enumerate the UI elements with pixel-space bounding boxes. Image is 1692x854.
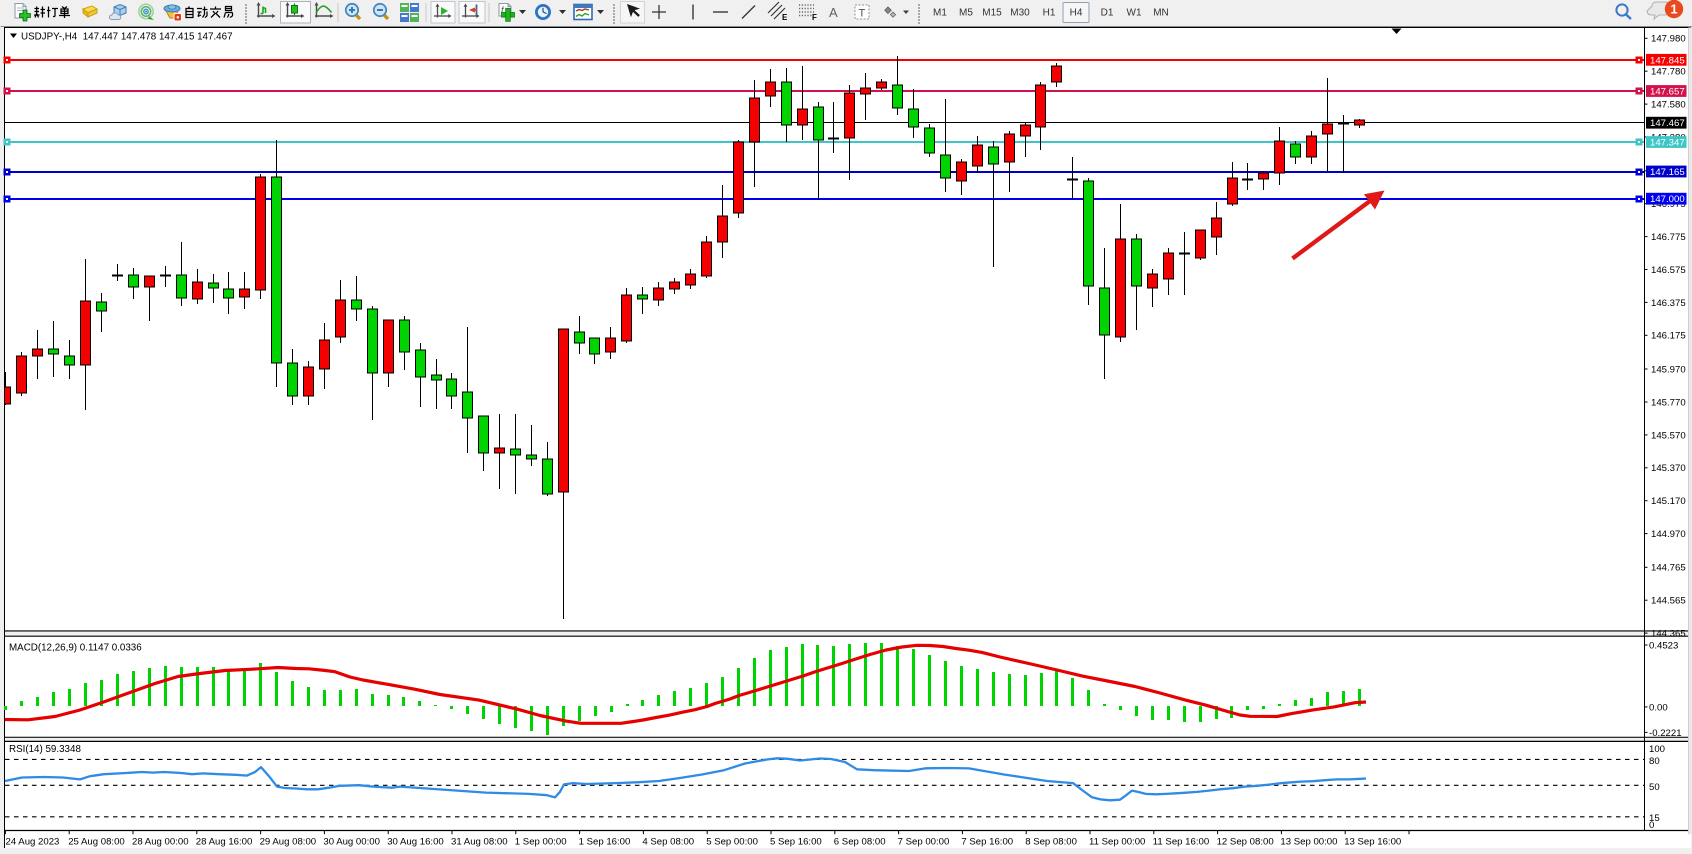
- svg-text:E: E: [782, 13, 788, 22]
- svg-text:13 Sep 16:00: 13 Sep 16:00: [1344, 837, 1401, 848]
- svg-text:6 Sep 08:00: 6 Sep 08:00: [834, 837, 886, 848]
- svg-text:145.570: 145.570: [1651, 430, 1686, 441]
- svg-text:144.765: 144.765: [1651, 563, 1686, 574]
- svg-text:30 Aug 16:00: 30 Aug 16:00: [387, 837, 444, 848]
- svg-text:USDJPY-,H4 147.447 147.478 14: USDJPY-,H4 147.447 147.478 147.415 147.4…: [21, 32, 233, 43]
- svg-text:147.845: 147.845: [1650, 55, 1685, 66]
- svg-text:147.657: 147.657: [1650, 87, 1685, 98]
- svg-text:M5: M5: [959, 8, 973, 19]
- svg-text:7 Sep 00:00: 7 Sep 00:00: [898, 837, 950, 848]
- svg-text:146.375: 146.375: [1651, 298, 1686, 309]
- svg-text:146.775: 146.775: [1651, 232, 1686, 243]
- svg-text:MN: MN: [1153, 8, 1169, 19]
- svg-text:15: 15: [1649, 813, 1660, 824]
- svg-text:31 Aug 08:00: 31 Aug 08:00: [451, 837, 508, 848]
- svg-text:0: 0: [1649, 820, 1654, 831]
- svg-text:145.170: 145.170: [1651, 496, 1686, 507]
- svg-text:147.580: 147.580: [1651, 100, 1686, 111]
- svg-text:4 Sep 08:00: 4 Sep 08:00: [642, 837, 694, 848]
- svg-text:29 Aug 08:00: 29 Aug 08:00: [260, 837, 317, 848]
- svg-text:147.347: 147.347: [1650, 138, 1685, 149]
- svg-text:145.370: 145.370: [1651, 463, 1686, 474]
- svg-text:100: 100: [1649, 744, 1665, 755]
- svg-text:145.970: 145.970: [1651, 364, 1686, 375]
- svg-text:5 Sep 16:00: 5 Sep 16:00: [770, 837, 822, 848]
- svg-text:1: 1: [1670, 2, 1677, 17]
- svg-text:144.365: 144.365: [1651, 629, 1686, 640]
- svg-text:147.467: 147.467: [1650, 118, 1685, 129]
- svg-text:144.970: 144.970: [1651, 529, 1686, 540]
- svg-text:11 Sep 00:00: 11 Sep 00:00: [1089, 837, 1145, 848]
- svg-text:T: T: [859, 8, 866, 20]
- svg-text:5 Sep 00:00: 5 Sep 00:00: [706, 837, 758, 848]
- svg-text:M15: M15: [982, 8, 1002, 19]
- svg-text:50: 50: [1649, 782, 1660, 793]
- svg-text:145.770: 145.770: [1651, 397, 1686, 408]
- svg-text:H4: H4: [1070, 8, 1083, 19]
- svg-text:80: 80: [1649, 756, 1660, 767]
- svg-text:RSI(14) 59.3348: RSI(14) 59.3348: [9, 744, 81, 755]
- svg-text:7 Sep 16:00: 7 Sep 16:00: [961, 837, 1013, 848]
- svg-text:25 Aug 08:00: 25 Aug 08:00: [68, 837, 125, 848]
- svg-text:F: F: [812, 13, 817, 22]
- svg-text:1 Sep 16:00: 1 Sep 16:00: [579, 837, 631, 848]
- svg-text:1 Sep 00:00: 1 Sep 00:00: [515, 837, 567, 848]
- svg-text:D1: D1: [1101, 8, 1114, 19]
- svg-text:147.780: 147.780: [1651, 67, 1686, 78]
- svg-text:147.980: 147.980: [1651, 34, 1686, 45]
- svg-text:12 Sep 08:00: 12 Sep 08:00: [1217, 837, 1274, 848]
- svg-text:A: A: [829, 5, 838, 20]
- svg-text:147.165: 147.165: [1650, 167, 1685, 178]
- svg-text:144.565: 144.565: [1651, 596, 1686, 607]
- svg-text:146.575: 146.575: [1651, 265, 1686, 276]
- svg-text:11 Sep 16:00: 11 Sep 16:00: [1153, 837, 1209, 848]
- svg-text:M1: M1: [933, 8, 947, 19]
- svg-text:8 Sep 08:00: 8 Sep 08:00: [1025, 837, 1077, 848]
- svg-text:28 Aug 00:00: 28 Aug 00:00: [132, 837, 189, 848]
- svg-text:24 Aug 2023: 24 Aug 2023: [6, 837, 60, 848]
- svg-text:H1: H1: [1043, 8, 1056, 19]
- svg-text:MACD(12,26,9) 0.1147 0.0336: MACD(12,26,9) 0.1147 0.0336: [9, 643, 142, 654]
- svg-text:0.4523: 0.4523: [1649, 640, 1678, 651]
- svg-text:W1: W1: [1127, 8, 1142, 19]
- svg-text:28 Aug 16:00: 28 Aug 16:00: [196, 837, 253, 848]
- svg-text:13 Sep 00:00: 13 Sep 00:00: [1280, 837, 1337, 848]
- svg-text:-0.2221: -0.2221: [1649, 728, 1682, 739]
- svg-text:30 Aug 00:00: 30 Aug 00:00: [323, 837, 380, 848]
- svg-text:146.175: 146.175: [1651, 331, 1686, 342]
- svg-text:0.00: 0.00: [1649, 702, 1668, 713]
- svg-text:f: f: [501, 5, 505, 15]
- svg-text:147.000: 147.000: [1650, 194, 1685, 205]
- svg-text:M30: M30: [1010, 8, 1030, 19]
